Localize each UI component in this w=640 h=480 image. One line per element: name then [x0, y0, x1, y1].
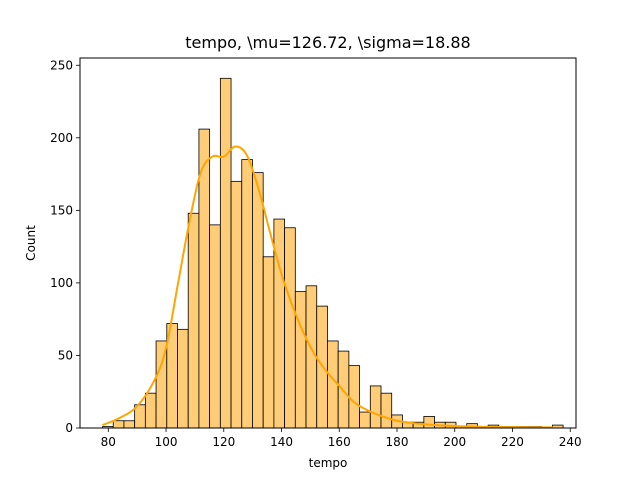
- x-tick-label: 140: [270, 435, 293, 449]
- y-axis: 0 50 100 150 200 250: [50, 58, 80, 435]
- histogram-bar: [380, 392, 393, 429]
- histogram-bar: [359, 411, 371, 429]
- histogram-bar: [284, 227, 296, 429]
- histogram-bar: [230, 180, 243, 429]
- histogram-bar: [112, 420, 125, 429]
- histogram-bar: [177, 328, 189, 429]
- y-tick-label: 250: [50, 58, 73, 72]
- y-tick-label: 200: [50, 131, 73, 145]
- histogram-bar: [123, 420, 136, 429]
- histogram-bar: [262, 256, 275, 429]
- y-tick-label: 100: [50, 276, 73, 290]
- histogram-bar: [252, 172, 264, 429]
- x-tick-label: 120: [212, 435, 235, 449]
- histogram-bar: [327, 340, 339, 429]
- histogram-bar: [348, 365, 360, 429]
- y-axis-label: Count: [24, 225, 38, 261]
- y-tick-label: 0: [65, 421, 73, 435]
- histogram-bar: [241, 159, 253, 429]
- y-tick-label: 50: [58, 348, 73, 362]
- histogram-bar: [219, 77, 232, 429]
- plot-frame: [79, 57, 577, 429]
- chart-title: tempo, \mu=126.72, \sigma=18.88: [185, 33, 470, 52]
- x-tick-label: 200: [443, 435, 466, 449]
- x-tick-label: 160: [328, 435, 351, 449]
- x-tick-label: 240: [559, 435, 582, 449]
- x-tick-label: 220: [501, 435, 524, 449]
- x-axis-label: tempo: [309, 456, 348, 470]
- x-tick-label: 80: [101, 435, 116, 449]
- histogram-bar: [187, 212, 200, 429]
- histogram-bar: [209, 224, 221, 429]
- histogram-bar: [144, 392, 157, 429]
- x-tick-label: 100: [155, 435, 178, 449]
- bars: [102, 77, 564, 429]
- histogram-bar: [294, 291, 307, 429]
- x-axis: 80 100 120 140 160 180 200 220 240: [101, 428, 582, 449]
- kde-line: [102, 145, 553, 429]
- x-tick-label: 180: [386, 435, 409, 449]
- histogram-bar: [423, 415, 435, 429]
- histogram-bar: [369, 385, 382, 429]
- y-tick-label: 150: [50, 203, 73, 217]
